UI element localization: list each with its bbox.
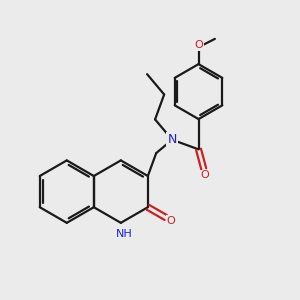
Text: O: O (167, 216, 176, 226)
Text: NH: NH (116, 229, 132, 239)
Text: O: O (201, 170, 210, 180)
Text: O: O (194, 40, 203, 50)
Text: N: N (167, 133, 177, 146)
